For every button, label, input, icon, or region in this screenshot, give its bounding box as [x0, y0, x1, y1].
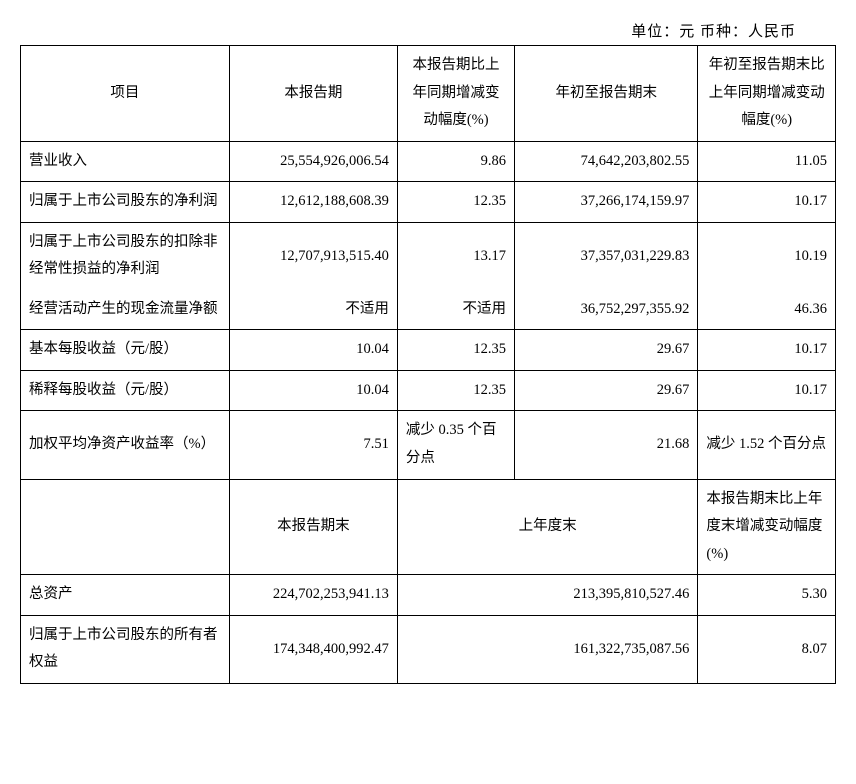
cell-item: 加权平均净资产收益率（%） — [21, 411, 230, 479]
cell-period: 12,707,913,515.40 — [229, 222, 397, 290]
table-row: 加权平均净资产收益率（%）7.51减少 0.35 个百分点21.68减少 1.5… — [21, 411, 836, 479]
cell-ytdchg: 10.17 — [698, 370, 836, 411]
cell-change: 不适用 — [397, 290, 514, 330]
table-row: 归属于上市公司股东的扣除非经常性损益的净利润12,707,913,515.401… — [21, 222, 836, 290]
cell-change: 12.35 — [397, 182, 514, 223]
cell-item: 归属于上市公司股东的净利润 — [21, 182, 230, 223]
cell-ytd: 37,357,031,229.83 — [515, 222, 698, 290]
table-row: 归属于上市公司股东的净利润12,612,188,608.3912.3537,26… — [21, 182, 836, 223]
header-row-1: 项目本报告期本报告期比上年同期增减变动幅度(%)年初至报告期末年初至报告期末比上… — [21, 46, 836, 142]
hdr2-period-end: 本报告期末 — [229, 479, 397, 575]
cell-change: 12.35 — [397, 370, 514, 411]
cell-period: 7.51 — [229, 411, 397, 479]
cell-end-change: 5.30 — [698, 575, 836, 616]
cell-change: 9.86 — [397, 141, 514, 182]
table-row: 稀释每股收益（元/股）10.0412.3529.6710.17 — [21, 370, 836, 411]
header-row-2: 本报告期末上年度末本报告期末比上年度末增减变动幅度(%) — [21, 479, 836, 575]
cell-item: 经营活动产生的现金流量净额 — [21, 290, 230, 330]
cell-ytdchg: 11.05 — [698, 141, 836, 182]
hdr-ytd: 年初至报告期末 — [515, 46, 698, 142]
cell-item: 稀释每股收益（元/股） — [21, 370, 230, 411]
cell-ytd: 29.67 — [515, 370, 698, 411]
cell-ytd: 29.67 — [515, 330, 698, 371]
cell-item: 总资产 — [21, 575, 230, 616]
cell-ytdchg: 10.17 — [698, 182, 836, 223]
cell-period-end: 224,702,253,941.13 — [229, 575, 397, 616]
cell-ytdchg: 10.17 — [698, 330, 836, 371]
cell-period: 25,554,926,006.54 — [229, 141, 397, 182]
cell-ytd: 37,266,174,159.97 — [515, 182, 698, 223]
hdr2-item — [21, 479, 230, 575]
cell-end-change: 8.07 — [698, 615, 836, 683]
cell-item: 归属于上市公司股东的扣除非经常性损益的净利润 — [21, 222, 230, 290]
table-row: 基本每股收益（元/股）10.0412.3529.6710.17 — [21, 330, 836, 371]
hdr2-prev-end: 上年度末 — [397, 479, 698, 575]
cell-period: 12,612,188,608.39 — [229, 182, 397, 223]
table-row: 总资产224,702,253,941.13213,395,810,527.465… — [21, 575, 836, 616]
cell-ytd: 74,642,203,802.55 — [515, 141, 698, 182]
cell-ytd: 36,752,297,355.92 — [515, 290, 698, 330]
financial-table: 项目本报告期本报告期比上年同期增减变动幅度(%)年初至报告期末年初至报告期末比上… — [20, 45, 836, 684]
cell-item: 归属于上市公司股东的所有者权益 — [21, 615, 230, 683]
table-row: 经营活动产生的现金流量净额不适用不适用36,752,297,355.9246.3… — [21, 290, 836, 330]
cell-period: 10.04 — [229, 370, 397, 411]
unit-currency-line: 单位：元 币种：人民币 — [20, 20, 836, 41]
cell-item: 营业收入 — [21, 141, 230, 182]
cell-period: 不适用 — [229, 290, 397, 330]
cell-ytd: 21.68 — [515, 411, 698, 479]
cell-prev-end: 161,322,735,087.56 — [397, 615, 698, 683]
cell-period: 10.04 — [229, 330, 397, 371]
cell-change: 13.17 — [397, 222, 514, 290]
hdr2-end-change: 本报告期末比上年度末增减变动幅度(%) — [698, 479, 836, 575]
hdr-change: 本报告期比上年同期增减变动幅度(%) — [397, 46, 514, 142]
hdr-ytdchg: 年初至报告期末比上年同期增减变动幅度(%) — [698, 46, 836, 142]
hdr-item: 项目 — [21, 46, 230, 142]
cell-ytdchg: 10.19 — [698, 222, 836, 290]
cell-item: 基本每股收益（元/股） — [21, 330, 230, 371]
cell-ytdchg: 46.36 — [698, 290, 836, 330]
cell-change: 减少 0.35 个百分点 — [397, 411, 514, 479]
table-row: 归属于上市公司股东的所有者权益174,348,400,992.47161,322… — [21, 615, 836, 683]
hdr-period: 本报告期 — [229, 46, 397, 142]
table-row: 营业收入25,554,926,006.549.8674,642,203,802.… — [21, 141, 836, 182]
cell-ytdchg: 减少 1.52 个百分点 — [698, 411, 836, 479]
cell-prev-end: 213,395,810,527.46 — [397, 575, 698, 616]
cell-period-end: 174,348,400,992.47 — [229, 615, 397, 683]
cell-change: 12.35 — [397, 330, 514, 371]
